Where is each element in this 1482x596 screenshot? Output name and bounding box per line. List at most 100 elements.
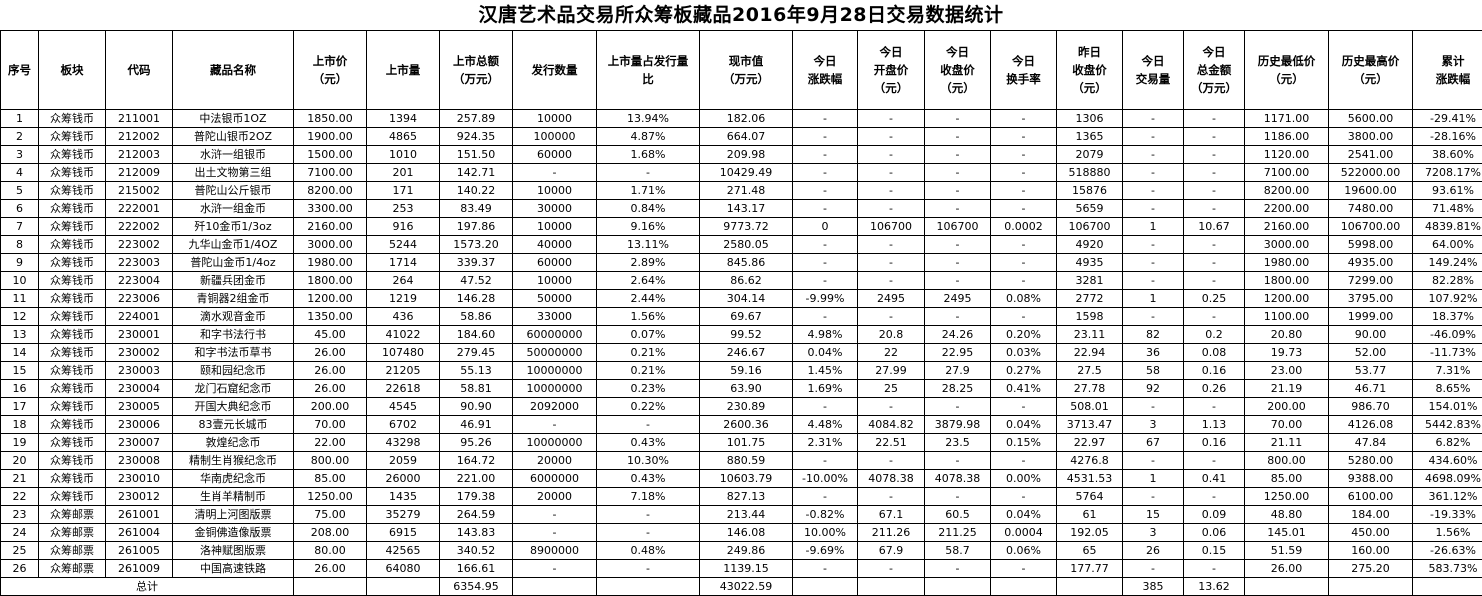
table-cell: 182.06: [700, 110, 793, 128]
table-cell: 50000000: [513, 344, 597, 362]
table-cell: -: [991, 452, 1057, 470]
table-cell: 4935: [1057, 254, 1123, 272]
table-cell: 5764: [1057, 488, 1123, 506]
table-cell: 58: [1123, 362, 1184, 380]
table-cell: 众筹钱币: [39, 290, 106, 308]
table-cell: 7299.00: [1329, 272, 1413, 290]
table-cell: 26.00: [294, 560, 367, 578]
table-cell: 6915: [367, 524, 440, 542]
column-header-line: 历史最高价: [1329, 52, 1412, 70]
table-cell: -: [597, 164, 700, 182]
table-cell: 1980.00: [294, 254, 367, 272]
table-cell: 264.59: [440, 506, 513, 524]
table-cell: 212002: [106, 128, 173, 146]
table-cell: 85.00: [1245, 470, 1329, 488]
table-cell: 154.01%: [1413, 398, 1482, 416]
table-cell: -: [513, 524, 597, 542]
column-header-line: 今日: [1123, 52, 1183, 70]
table-cell: -19.33%: [1413, 506, 1482, 524]
table-cell: 金铜佛造像版票: [173, 524, 294, 542]
table-cell: -: [1184, 308, 1245, 326]
table-cell: 19: [1, 434, 39, 452]
table-cell: 0: [793, 218, 858, 236]
table-cell: 众筹钱币: [39, 254, 106, 272]
table-cell: -: [1123, 452, 1184, 470]
table-cell: -: [597, 416, 700, 434]
table-cell: 3: [1123, 524, 1184, 542]
table-cell: -: [1184, 560, 1245, 578]
table-cell: -: [925, 272, 991, 290]
table-cell: 2059: [367, 452, 440, 470]
table-cell: 0.09: [1184, 506, 1245, 524]
table-cell: 3281: [1057, 272, 1123, 290]
table-cell: 4.87%: [597, 128, 700, 146]
table-cell: 9.16%: [597, 218, 700, 236]
table-cell: -: [925, 164, 991, 182]
column-header: 今日总金额（万元）: [1184, 31, 1245, 110]
table-cell: 8.65%: [1413, 380, 1482, 398]
table-cell: 339.37: [440, 254, 513, 272]
table-cell: 华南虎纪念币: [173, 470, 294, 488]
table-cell: 10000000: [513, 380, 597, 398]
table-cell: -: [925, 560, 991, 578]
table-cell: 20.80: [1245, 326, 1329, 344]
table-cell: 10000000: [513, 362, 597, 380]
table-cell: 140.22: [440, 182, 513, 200]
table-cell: 508.01: [1057, 398, 1123, 416]
table-cell: 60000000: [513, 326, 597, 344]
table-cell: 5: [1, 182, 39, 200]
table-cell: 1.45%: [793, 362, 858, 380]
table-cell: 众筹邮票: [39, 542, 106, 560]
table-cell: 209.98: [700, 146, 793, 164]
table-cell: 0.06: [1184, 524, 1245, 542]
table-cell: 95.26: [440, 434, 513, 452]
table-cell: 众筹钱币: [39, 236, 106, 254]
table-cell: 5998.00: [1329, 236, 1413, 254]
table-cell: -: [1184, 488, 1245, 506]
table-cell: 4698.09%: [1413, 470, 1482, 488]
table-cell: 230007: [106, 434, 173, 452]
table-cell: -: [1184, 146, 1245, 164]
table-cell: 24: [1, 524, 39, 542]
table-cell: 249.86: [700, 542, 793, 560]
table-cell: 2160.00: [1245, 218, 1329, 236]
column-header-line: 上市量: [367, 61, 439, 79]
table-cell: -: [1123, 236, 1184, 254]
table-cell: 1.68%: [597, 146, 700, 164]
table-cell: 0.41: [1184, 470, 1245, 488]
table-cell: 众筹钱币: [39, 452, 106, 470]
table-cell: -: [1184, 164, 1245, 182]
table-cell: 1250.00: [294, 488, 367, 506]
table-cell: 1394: [367, 110, 440, 128]
table-cell: 普陀山公斤银币: [173, 182, 294, 200]
table-cell: -9.99%: [793, 290, 858, 308]
column-header: 现市值（万元）: [700, 31, 793, 110]
table-cell: -: [858, 488, 925, 506]
table-cell: -: [1123, 146, 1184, 164]
table-cell: 42565: [367, 542, 440, 560]
table-cell: 3300.00: [294, 200, 367, 218]
table-cell: -29.41%: [1413, 110, 1482, 128]
table-cell: 106700: [925, 218, 991, 236]
table-cell: 924.35: [440, 128, 513, 146]
table-cell: 2.44%: [597, 290, 700, 308]
table-cell: 916: [367, 218, 440, 236]
table-cell: -: [991, 110, 1057, 128]
table-cell: 7: [1, 218, 39, 236]
column-header-line: 上市总额: [440, 52, 512, 70]
table-cell: 86.62: [700, 272, 793, 290]
table-cell: -: [925, 308, 991, 326]
table-cell: 28.25: [925, 380, 991, 398]
table-cell: 304.14: [700, 290, 793, 308]
table-cell: 65: [1057, 542, 1123, 560]
column-header: 昨日收盘价（元）: [1057, 31, 1123, 110]
table-cell: 众筹钱币: [39, 380, 106, 398]
table-cell: 精制生肖猴纪念币: [173, 452, 294, 470]
table-cell: 4.98%: [793, 326, 858, 344]
table-cell: 4276.8: [1057, 452, 1123, 470]
table-cell: 10000: [513, 272, 597, 290]
table-cell: 200.00: [1245, 398, 1329, 416]
